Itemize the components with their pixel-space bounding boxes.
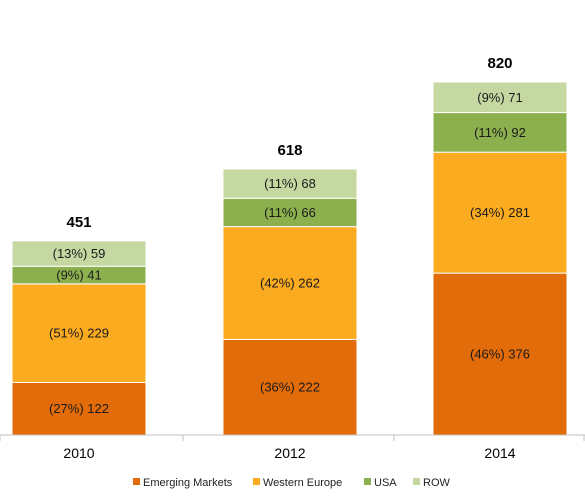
bar-segment-western-europe-2014 <box>432 151 568 274</box>
legend: Emerging Markets Western Europe USA ROW <box>133 477 451 489</box>
total-labels-layer: 451 618 820 <box>66 55 512 231</box>
segment-label-usa-2014: (11%) 92 <box>474 125 526 140</box>
segment-label-western-europe-2010: (51%) 229 <box>49 326 109 341</box>
x-tick-label-2012: 2012 <box>274 445 305 461</box>
bar-segment-emerging-markets-2010 <box>11 381 147 436</box>
segment-label-row-2014: (9%) 71 <box>477 90 523 105</box>
segment-label-usa-2012: (11%) 66 <box>264 205 316 220</box>
legend-item-usa: USA <box>364 477 397 489</box>
legend-item-row: ROW <box>413 477 451 489</box>
total-label-2014: 820 <box>487 55 512 72</box>
legend-label: Emerging Markets <box>143 477 233 489</box>
bar-segment-emerging-markets-2012 <box>222 338 358 436</box>
legend-swatch <box>133 478 140 485</box>
total-label-2010: 451 <box>66 214 91 231</box>
segment-label-row-2010: (13%) 59 <box>53 246 106 261</box>
legend-swatch <box>364 478 371 485</box>
segment-label-row-2012: (11%) 68 <box>264 176 316 191</box>
segment-label-usa-2010: (9%) 41 <box>56 268 102 283</box>
legend-swatch <box>413 478 420 485</box>
x-tick-label-2010: 2010 <box>63 445 94 461</box>
legend-item-emerging-markets: Emerging Markets <box>133 477 233 489</box>
bar-segment-row-2012 <box>222 168 358 199</box>
bar-segment-row-2010 <box>11 240 147 267</box>
bar-segment-western-europe-2012 <box>222 226 358 340</box>
segment-label-emerging-markets-2014: (46%) 376 <box>470 347 530 362</box>
total-label-2012: 618 <box>277 142 302 159</box>
x-axis: 2010 2012 2014 <box>0 434 585 461</box>
segment-labels-layer: (27%) 122 (51%) 229 (9%) 41 (13%) 59 (36%) 2… <box>49 90 530 416</box>
legend-label: ROW <box>423 477 451 489</box>
segment-label-western-europe-2014: (34%) 281 <box>470 205 530 220</box>
segment-label-western-europe-2012: (42%) 262 <box>260 276 320 291</box>
legend-label: Western Europe <box>263 477 342 489</box>
bar-segment-usa-2012 <box>222 197 358 228</box>
bar-segment-western-europe-2010 <box>11 283 147 383</box>
bar-segment-row-2014 <box>432 81 568 114</box>
legend-item-western-europe: Western Europe <box>253 477 342 489</box>
bar-segment-emerging-markets-2014 <box>432 272 568 436</box>
x-tick-label-2014: 2014 <box>484 445 515 461</box>
segment-label-emerging-markets-2010: (27%) 122 <box>49 401 109 416</box>
legend-label: USA <box>374 477 397 489</box>
bars-layer <box>11 81 568 436</box>
segment-label-emerging-markets-2012: (36%) 222 <box>260 380 320 395</box>
legend-swatch <box>253 478 260 485</box>
